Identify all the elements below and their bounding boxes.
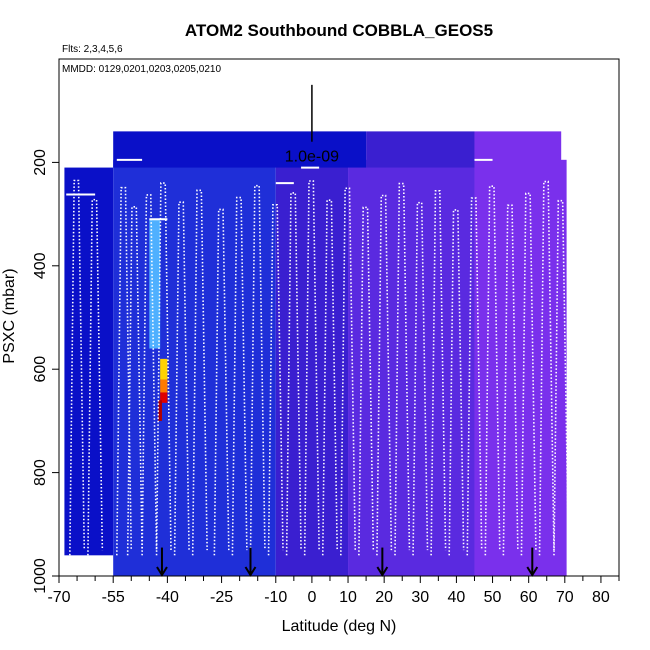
x-tick-label-7: 20 xyxy=(375,589,393,606)
x-axis-label: Latitude (deg N) xyxy=(282,618,397,635)
flight-track-5 xyxy=(155,182,172,556)
flight-track-17 xyxy=(376,194,393,556)
flight-track-10 xyxy=(249,184,266,556)
flight-track-18 xyxy=(394,182,411,556)
flight-track-21 xyxy=(448,209,465,556)
flight-track-3 xyxy=(126,206,143,556)
lat-arrow-3 xyxy=(526,547,539,577)
heatmap-cell-4 xyxy=(474,159,567,576)
x-tick-label-11: 60 xyxy=(520,589,538,606)
flight-tracks xyxy=(66,158,570,556)
flight-track-2 xyxy=(116,186,133,556)
x-tick-label-4: -10 xyxy=(264,589,287,606)
flight-track-0 xyxy=(69,179,86,556)
flight-track-26 xyxy=(538,180,555,556)
flights-label: Flts: 2,3,4,5,6 xyxy=(62,44,123,55)
y-axis: 200 400 600 800 1000 xyxy=(32,149,59,594)
heatmap-cell-8 xyxy=(149,219,161,349)
heatmap-cell-9 xyxy=(160,358,168,380)
y-tick-label-0: 200 xyxy=(32,149,49,176)
x-tick-label-0: -70 xyxy=(47,589,70,606)
flight-track-14 xyxy=(321,199,338,556)
x-tick-label-2: -40 xyxy=(156,589,179,606)
heatmap-cell-1 xyxy=(113,159,276,576)
x-tick-label-1: -55 xyxy=(102,589,125,606)
flight-track-19 xyxy=(412,201,429,556)
heatmap-cell-10 xyxy=(160,379,168,393)
flight-track-25 xyxy=(520,192,537,556)
scale-bar-label: 1.0e-09 xyxy=(285,149,339,166)
lat-arrow-2 xyxy=(376,547,389,577)
lat-arrow-0 xyxy=(156,547,168,577)
dates-label: MMDD: 0129,0201,0203,0205,0210 xyxy=(62,64,221,75)
x-tick-label-13: 80 xyxy=(592,589,610,606)
x-tick-label-10: 50 xyxy=(484,589,502,606)
x-tick-label-5: 0 xyxy=(307,589,316,606)
heatmap-cell-5 xyxy=(113,131,367,168)
y-axis-label: PSXC (mbar) xyxy=(1,268,18,363)
chart-title: ATOM2 Southbound COBBLA_GEOS5 xyxy=(185,21,493,40)
x-axis: -70 -55 -40 -25 -10 0 10 20 30 40 50 60 70 80 xyxy=(47,576,620,606)
flight-track-23 xyxy=(484,185,501,556)
y-tick-label-3: 800 xyxy=(32,459,49,486)
x-tick-label-12: 70 xyxy=(556,589,574,606)
flight-track-7 xyxy=(191,189,208,556)
x-tick-label-8: 30 xyxy=(411,589,429,606)
heatmap-cell-11 xyxy=(160,392,168,403)
flight-track-22 xyxy=(466,197,483,556)
x-tick-label-6: 10 xyxy=(339,589,357,606)
flight-track-24 xyxy=(502,204,519,556)
flight-track-8 xyxy=(213,208,230,556)
y-tick-label-4: 1000 xyxy=(32,558,49,594)
scale-bar: 1.0e-09 xyxy=(285,84,339,166)
latitude-arrows xyxy=(156,547,539,577)
y-tick-label-2: 600 xyxy=(32,356,49,383)
heatmap-cell-12 xyxy=(158,400,162,421)
heatmap-cell-3 xyxy=(348,159,475,576)
x-tick-label-9: 40 xyxy=(448,589,466,606)
flight-track-16 xyxy=(358,206,375,556)
flight-track-1 xyxy=(87,198,104,556)
flight-track-9 xyxy=(231,196,248,556)
y-tick-label-1: 400 xyxy=(32,252,49,279)
flight-track-11 xyxy=(267,203,284,556)
lat-arrow-1 xyxy=(244,547,257,577)
flight-track-20 xyxy=(430,190,447,556)
heatmap-cell-7 xyxy=(474,131,562,168)
heatmap-cell-6 xyxy=(366,131,475,168)
heatmap-layer xyxy=(64,131,567,576)
x-tick-label-3: -25 xyxy=(210,589,233,606)
flight-track-12 xyxy=(285,192,302,556)
plot-frame xyxy=(58,58,620,577)
